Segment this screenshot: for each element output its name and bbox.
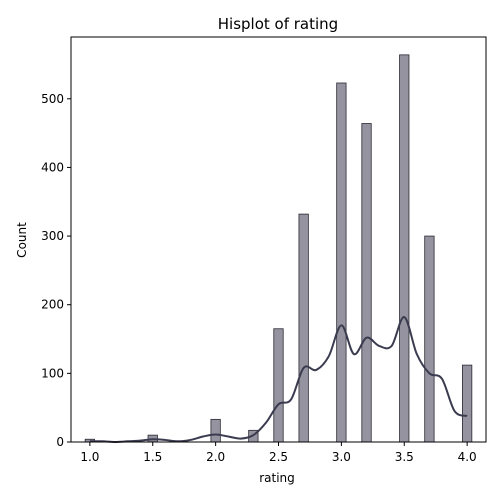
x-tick-label: 2.0 — [206, 450, 225, 464]
histogram-bar — [336, 82, 347, 443]
y-tick-label: 300 — [41, 229, 64, 243]
x-tick-label: 3.5 — [395, 450, 414, 464]
y-tick-label: 100 — [41, 366, 64, 380]
histogram-bar — [462, 364, 473, 443]
x-tick-label: 2.5 — [269, 450, 288, 464]
kde-layer — [89, 316, 468, 444]
bars-layer — [84, 54, 473, 443]
x-tick-label: 4.0 — [458, 450, 477, 464]
y-tick-label: 500 — [41, 92, 64, 106]
x-tick-label: 1.0 — [80, 450, 99, 464]
histogram-bar — [424, 235, 435, 443]
histogram-bar — [298, 213, 309, 443]
x-tick-label: 1.5 — [143, 450, 162, 464]
axes-layer: 1.0 1.5 2.0 2.5 3.0 3.5 4.0 0 100 200 300 400 500 — [41, 36, 487, 464]
x-tick-label: 3.0 — [332, 450, 351, 464]
histogram-bar — [273, 328, 284, 443]
chart-title: Hisplot of rating — [218, 15, 338, 33]
histogram-bar — [399, 54, 410, 443]
y-axis-title: Count — [15, 222, 29, 258]
histogram-bar — [210, 418, 221, 443]
y-tick-label: 0 — [56, 435, 64, 449]
x-axis-title: rating — [259, 471, 295, 485]
histogram-bar — [361, 123, 372, 443]
kde-line — [89, 316, 468, 444]
y-tick-label: 200 — [41, 298, 64, 312]
y-tick-label: 400 — [41, 160, 64, 174]
